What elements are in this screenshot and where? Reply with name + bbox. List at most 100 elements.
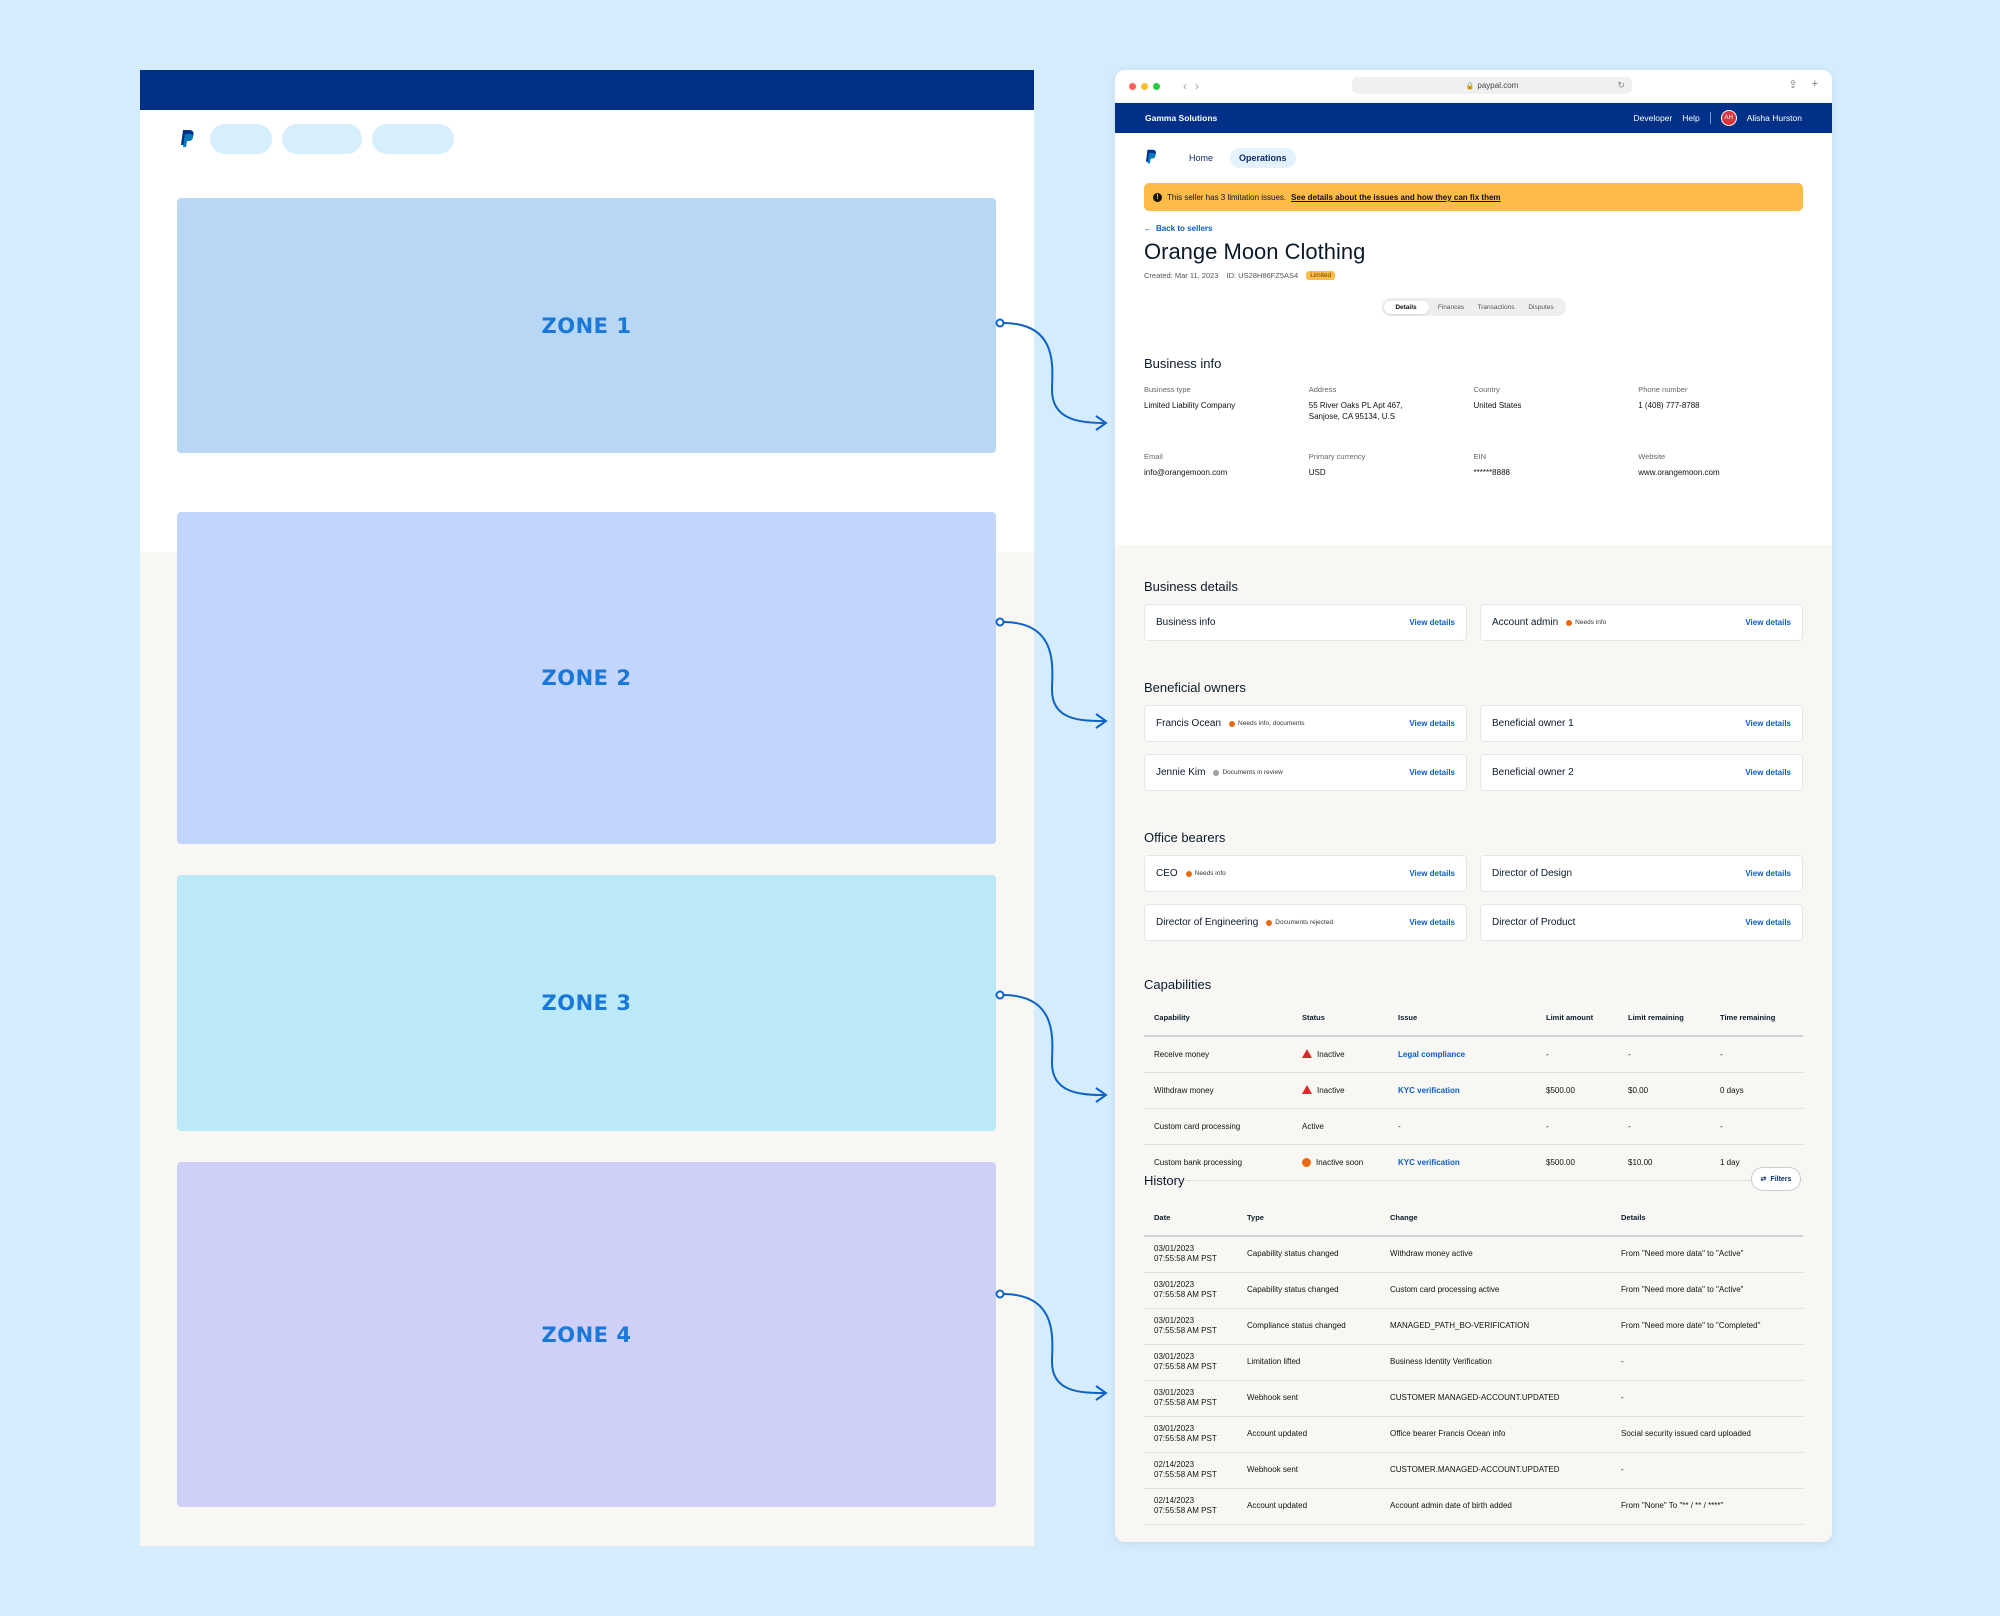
view-details-link[interactable]: View details bbox=[1745, 768, 1791, 777]
business-info-title: Business info bbox=[1144, 356, 1222, 371]
info-field: Primary currency USD bbox=[1308, 452, 1366, 478]
zone-1: ZONE 1 bbox=[177, 198, 996, 453]
zone-3: ZONE 3 bbox=[177, 875, 996, 1131]
tab-details[interactable]: Details bbox=[1383, 300, 1429, 314]
seller-header: ! This seller has 3 limitation issues. S… bbox=[1115, 183, 1832, 479]
info-field: Address 55 River Oaks PL Apt 467, Sanjose… bbox=[1308, 385, 1403, 422]
paypal-logo-icon[interactable] bbox=[1145, 149, 1158, 167]
help-link[interactable]: Help bbox=[1682, 113, 1700, 123]
status-dot-icon bbox=[1185, 870, 1192, 877]
info-field: Country United States bbox=[1473, 385, 1522, 410]
wireframe-nav-pill bbox=[372, 124, 454, 154]
limitation-alert: ! This seller has 3 limitation issues. S… bbox=[1144, 183, 1803, 211]
status-badge: Documents rejected bbox=[1266, 919, 1333, 926]
lock-icon: 🔒 bbox=[1465, 82, 1475, 90]
card-director-of-engineering[interactable]: Director of Engineering Documents reject… bbox=[1144, 904, 1467, 941]
status-badge: Needs info, documents bbox=[1229, 720, 1305, 727]
view-details-link[interactable]: View details bbox=[1409, 918, 1455, 927]
browser-chrome: ‹› 🔒 paypal.com ↻ ⇪ + bbox=[1115, 70, 1832, 103]
status-badge: Documents in review bbox=[1213, 769, 1283, 776]
tab-finances[interactable]: Finances bbox=[1437, 303, 1465, 311]
view-details-link[interactable]: View details bbox=[1745, 719, 1791, 728]
tab-transactions[interactable]: Transactions bbox=[1477, 303, 1515, 311]
info-field: Website www.orangemoon.com bbox=[1638, 452, 1720, 478]
wireframe-panel: ZONE 1 ZONE 2 ZONE 3 ZONE 4 bbox=[140, 70, 1034, 1546]
status-badge: Limited bbox=[1306, 271, 1336, 280]
capabilities-table: Capability Status Issue Limit amount Lim… bbox=[1144, 1000, 1803, 1181]
browser-window: ‹› 🔒 paypal.com ↻ ⇪ + Gamma Solutions De… bbox=[1115, 70, 1832, 1542]
filters-button[interactable]: ⇄ Filters bbox=[1751, 1167, 1801, 1191]
view-details-link[interactable]: View details bbox=[1409, 768, 1455, 777]
maximize-window-icon[interactable] bbox=[1153, 82, 1160, 90]
details-section: Business details Business info View deta… bbox=[1115, 545, 1832, 1542]
back-forward-icon[interactable]: ‹› bbox=[1183, 79, 1207, 93]
page-title: Orange Moon Clothing bbox=[1144, 239, 1366, 264]
status-dot-icon bbox=[1266, 919, 1273, 926]
table-row: 02/14/2023 07:55:58 AM PST Account updated… bbox=[1144, 1488, 1803, 1525]
column-header: Limit remaining bbox=[1618, 1000, 1710, 1037]
column-header: Time remaining bbox=[1710, 1000, 1803, 1037]
column-header: Issue bbox=[1388, 1000, 1536, 1037]
history-table: Date Type Change Details 03/01/2023 07:55… bbox=[1144, 1200, 1803, 1525]
avatar[interactable]: AH bbox=[1720, 110, 1737, 126]
alert-details-link[interactable]: See details about the issues and how the… bbox=[1291, 192, 1501, 202]
alert-text: This seller has 3 limitation issues. bbox=[1167, 192, 1287, 202]
info-field: EIN ******8888 bbox=[1473, 452, 1510, 478]
card-director-of-product[interactable]: Director of Product View details bbox=[1480, 904, 1803, 941]
issue-link[interactable]: Legal compliance bbox=[1388, 1036, 1536, 1073]
paypal-logo-icon bbox=[180, 126, 200, 152]
close-window-icon[interactable] bbox=[1129, 82, 1136, 90]
card-beneficial-owner-2[interactable]: Beneficial owner 2 View details bbox=[1480, 754, 1803, 791]
status-badge: Needs info bbox=[1566, 619, 1606, 626]
card-beneficial-owner-1[interactable]: Beneficial owner 1 View details bbox=[1480, 705, 1803, 742]
card-owner-jennie-kim[interactable]: Jennie Kim Documents in review View deta… bbox=[1144, 754, 1467, 791]
table-row: 02/14/2023 07:55:58 AM PST Webhook sent CUS… bbox=[1144, 1452, 1803, 1489]
nav-home[interactable]: Home bbox=[1189, 153, 1214, 163]
table-row: 03/01/2023 07:55:58 AM PST Account updated… bbox=[1144, 1416, 1803, 1453]
user-name[interactable]: Alisha Hurston bbox=[1746, 113, 1802, 123]
status-badge: Needs info bbox=[1185, 870, 1226, 877]
card-ceo[interactable]: CEO Needs info View details bbox=[1144, 855, 1467, 892]
table-row: 03/01/2023 07:55:58 AM PST Compliance stat… bbox=[1144, 1308, 1803, 1345]
table-row: 03/01/2023 07:55:58 AM PST Webhook sent CUS… bbox=[1144, 1380, 1803, 1417]
connector-arrow-1 bbox=[1095, 415, 1108, 431]
card-business-info[interactable]: Business info View details bbox=[1144, 604, 1467, 641]
business-details-title: Business details bbox=[1144, 579, 1238, 594]
warning-icon bbox=[1302, 1049, 1312, 1059]
reload-icon[interactable]: ↻ bbox=[1617, 80, 1625, 90]
column-header: Status bbox=[1292, 1000, 1388, 1037]
view-details-link[interactable]: View details bbox=[1409, 618, 1455, 627]
card-account-admin[interactable]: Account admin Needs info View details bbox=[1480, 604, 1803, 641]
back-to-sellers-link[interactable]: ← Back to sellers bbox=[1144, 224, 1803, 233]
url-bar[interactable]: 🔒 paypal.com ↻ bbox=[1352, 77, 1632, 94]
company-name: Gamma Solutions bbox=[1145, 113, 1218, 123]
view-details-link[interactable]: View details bbox=[1745, 869, 1791, 878]
table-row: Receive money Inactive Legal compliance … bbox=[1144, 1036, 1803, 1073]
issue-link[interactable]: KYC verification bbox=[1388, 1144, 1536, 1181]
card-director-of-design[interactable]: Director of Design View details bbox=[1480, 855, 1803, 892]
issue-link[interactable]: KYC verification bbox=[1388, 1072, 1536, 1109]
share-icon[interactable]: ⇪ bbox=[1788, 79, 1798, 91]
view-details-link[interactable]: View details bbox=[1745, 618, 1791, 627]
info-field: Email info@orangemoon.com bbox=[1144, 452, 1228, 478]
minimize-window-icon[interactable] bbox=[1141, 82, 1148, 90]
connector-arrow-2 bbox=[1095, 713, 1108, 729]
developer-link[interactable]: Developer bbox=[1633, 113, 1673, 123]
beneficial-owners-title: Beneficial owners bbox=[1144, 680, 1246, 695]
nav-operations[interactable]: Operations bbox=[1230, 148, 1296, 168]
status-dot-icon bbox=[1566, 619, 1573, 626]
column-header: Capability bbox=[1144, 1000, 1292, 1037]
column-header: Limit amount bbox=[1536, 1000, 1618, 1037]
column-header: Details bbox=[1611, 1200, 1803, 1237]
table-row: Custom card processing Active - - - - bbox=[1144, 1108, 1803, 1145]
info-field: Phone number 1 (408) 777-8788 bbox=[1638, 385, 1700, 410]
tab-disputes[interactable]: Disputes bbox=[1528, 303, 1554, 311]
view-details-link[interactable]: View details bbox=[1745, 918, 1791, 927]
view-details-link[interactable]: View details bbox=[1409, 719, 1455, 728]
view-details-link[interactable]: View details bbox=[1409, 869, 1455, 878]
wireframe-topbar bbox=[140, 70, 1034, 110]
column-header: Type bbox=[1237, 1200, 1380, 1237]
new-tab-icon[interactable]: + bbox=[1811, 78, 1818, 90]
card-owner-francis-ocean[interactable]: Francis Ocean Needs info, documents View… bbox=[1144, 705, 1467, 742]
alert-icon: ! bbox=[1153, 192, 1162, 202]
